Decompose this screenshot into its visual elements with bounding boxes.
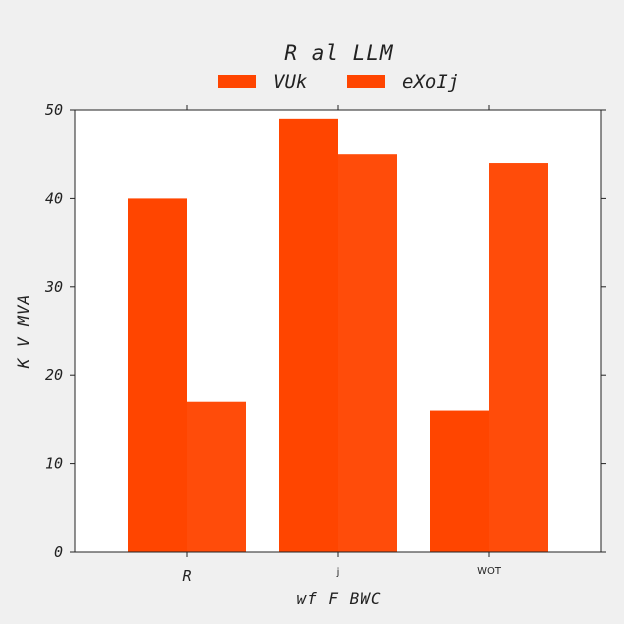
legend-swatch-series-1 — [347, 75, 385, 88]
y-tick-label-0: 0 — [54, 543, 63, 561]
x-tick-label-WOT: WOT — [477, 566, 502, 577]
bar-eXoIj-R — [187, 401, 246, 552]
y-axis-ticks: 0 10 20 30 40 50 — [44, 101, 606, 561]
chart-title: R al LLM — [284, 41, 394, 65]
y-tick-label-50: 50 — [45, 101, 63, 119]
bar-VUk-j — [279, 118, 338, 552]
bar-VUk-R — [128, 198, 187, 552]
plot-frame — [74, 109, 602, 553]
x-tick-label-R: R — [182, 567, 191, 585]
bar-eXoIj-WOT — [489, 163, 548, 553]
legend-label-series-1: eXoIj — [402, 71, 459, 93]
y-tick-label-20: 20 — [45, 366, 63, 384]
legend-label-series-0: VUk — [273, 71, 308, 93]
legend: VUk eXoIj — [218, 71, 459, 93]
x-axis-label: wf F BWC — [296, 589, 381, 608]
bar-VUk-WOT — [430, 410, 489, 552]
legend-swatch-series-0 — [218, 75, 256, 88]
x-tick-label-j: j — [336, 567, 340, 578]
bar-eXoIj-j — [338, 154, 397, 552]
y-tick-label-40: 40 — [45, 189, 63, 207]
y-axis-label: K V MVA — [14, 294, 33, 369]
y-tick-label-10: 10 — [45, 455, 63, 473]
y-tick-label-30: 30 — [44, 278, 63, 296]
bars — [128, 118, 548, 553]
